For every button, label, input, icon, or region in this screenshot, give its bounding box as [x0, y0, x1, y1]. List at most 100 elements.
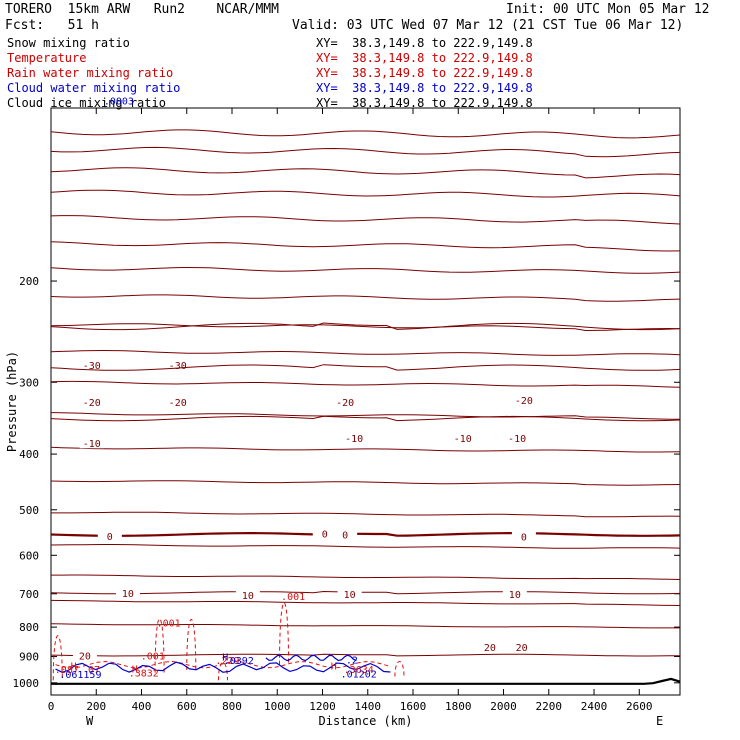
rain-label: .087	[55, 665, 79, 676]
temperature-label-bg	[333, 528, 358, 540]
cloud-label: .0392	[224, 656, 254, 667]
temperature-label-0: 0	[342, 530, 348, 541]
rain-label: .001	[281, 592, 305, 603]
header-run-info: TORERO 15km ARW Run2 NCAR/MMM	[5, 2, 279, 17]
temperature-label-0: 0	[322, 530, 328, 541]
header-forecast-hour: Fcst: 51 h	[5, 18, 99, 33]
temperature-label-bg	[477, 641, 502, 653]
temperature-label--20: -20	[83, 398, 101, 409]
cloud-label: H	[222, 653, 228, 664]
y-tick-label-1000: 1000	[13, 677, 40, 690]
x-tick-label-2600: 2600	[626, 700, 653, 713]
temperature-label-bg	[509, 641, 534, 653]
temperature-label-bg	[450, 431, 475, 443]
rain-label: .229	[215, 656, 239, 667]
legend-label-snow: Snow mixing ratio	[7, 36, 130, 50]
temperature-label-20: 20	[79, 652, 91, 663]
x-tick-label-200: 200	[86, 700, 106, 713]
rain-label: .001	[141, 652, 165, 663]
temperature-isoline	[50, 323, 681, 332]
temperature-isoline	[50, 349, 681, 356]
header-init-time: Init: 00 UTC Mon 05 Mar 12	[506, 2, 710, 17]
legend-label-temperature: Temperature	[7, 51, 87, 65]
temperature-label--20: -20	[336, 398, 354, 409]
temperature-label-bg	[312, 527, 337, 539]
x-tick-label-600: 600	[177, 700, 197, 713]
legend-label-cloud-ice: Cloud ice mixing ratio	[7, 96, 166, 110]
temperature-label-bg	[165, 359, 190, 371]
y-tick-label-600: 600	[19, 549, 39, 562]
temperature-label-bg	[79, 396, 104, 408]
y-tick-label-500: 500	[19, 504, 39, 517]
temperature-label--20: -20	[169, 398, 187, 409]
temperature-label-20: 20	[484, 643, 496, 654]
temperature-label--10: -10	[83, 439, 101, 450]
legend-xy-temperature: XY= 38.3,149.8 to 222.9,149.8	[316, 51, 533, 65]
temperature-isoline	[50, 146, 681, 158]
cloud-label: .2	[346, 655, 358, 666]
temperature-label-10: 10	[122, 589, 134, 600]
y-tick-label-200: 200	[19, 275, 39, 288]
temperature-label--20: -20	[515, 396, 533, 407]
temperature-label-0: 0	[107, 532, 113, 543]
temperature-isoline	[50, 599, 681, 606]
cloud-label: .0003	[104, 96, 134, 107]
temperature-isoline	[50, 215, 681, 225]
x-tick-label-1800: 1800	[445, 700, 472, 713]
temperature-isoline	[50, 480, 681, 486]
legend-xy-cloud-water: XY= 38.3,149.8 to 222.9,149.8	[316, 81, 533, 95]
temperature-label--10: -10	[508, 434, 526, 445]
temperature-label-bg	[342, 431, 367, 443]
temperature-isoline	[50, 167, 681, 179]
y-tick-label-300: 300	[19, 376, 39, 389]
legend-label-rain: Rain water mixing ratio	[7, 66, 174, 80]
header-valid-time: Valid: 03 UTC Wed 07 Mar 12 (21 CST Tue …	[292, 18, 684, 33]
cloud-water-contour-upper	[265, 654, 357, 662]
rain-contour	[186, 619, 197, 671]
y-axis-title: Pressure (hPa)	[5, 351, 19, 452]
temperature-contour-20	[50, 653, 681, 657]
cloud-label: .01202	[341, 669, 377, 680]
temperature-isoline	[50, 129, 681, 139]
temperature-label-10: 10	[344, 590, 356, 601]
temperature-isoline	[50, 241, 681, 252]
y-tick-label-400: 400	[19, 448, 39, 461]
temperature-contour-10	[50, 590, 681, 595]
rain-contour	[154, 618, 165, 673]
x-axis-title: Distance (km)	[319, 714, 413, 728]
temperature-isoline	[50, 623, 680, 629]
temperature-label-bg	[337, 587, 362, 599]
temperature-isoline	[50, 380, 681, 388]
rain-label: .3634	[344, 665, 374, 676]
temperature-label-bg	[235, 588, 260, 600]
temperature-label--10: -10	[454, 434, 472, 445]
legend-xy-rain: XY= 38.3,149.8 to 222.9,149.8	[316, 66, 533, 80]
y-tick-label-700: 700	[19, 588, 39, 601]
y-tick-label-800: 800	[19, 621, 39, 634]
temperature-contour--20	[50, 364, 681, 371]
temperature-isoline	[50, 446, 681, 453]
temperature-label-10: 10	[242, 591, 254, 602]
x-tick-label-2200: 2200	[536, 700, 563, 713]
temperature-isoline	[50, 266, 681, 274]
x-tick-label-2000: 2000	[490, 700, 517, 713]
rain-contour-low	[55, 660, 391, 669]
legend-label-cloud-water: Cloud water mixing ratio	[7, 81, 181, 95]
rain-contour	[279, 602, 290, 665]
temperature-isoline	[50, 412, 680, 420]
x-tick-label-1600: 1600	[400, 700, 427, 713]
rain-contour	[52, 635, 63, 681]
temperature-label-10: 10	[509, 590, 521, 601]
temperature-label-bg	[97, 529, 122, 541]
temperature-label-bg	[79, 437, 104, 449]
plot-frame	[50, 107, 681, 696]
temperature-isoline	[51, 574, 681, 580]
temperature-isoline	[50, 189, 681, 198]
rain-contour	[394, 661, 405, 677]
rain-label: .001	[157, 618, 181, 629]
x-tick-label-0: 0	[48, 700, 55, 713]
temperature-label-bg	[502, 587, 527, 599]
temperature-label-bg	[333, 396, 358, 408]
x-tick-label-400: 400	[132, 700, 152, 713]
